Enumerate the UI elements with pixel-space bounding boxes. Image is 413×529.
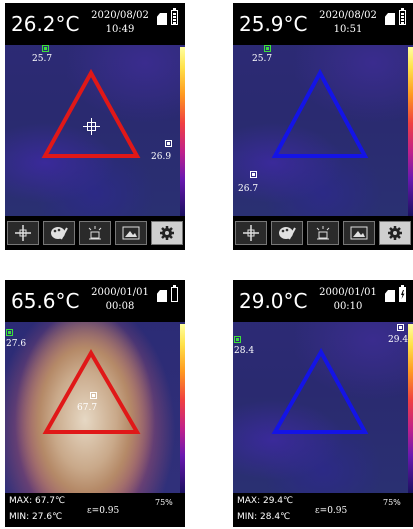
min-temperature: MIN: 28.4℃	[237, 512, 291, 522]
settings-button[interactable]	[379, 221, 411, 245]
max-marker-icon	[397, 324, 404, 331]
max-marker-label: 67.7	[77, 403, 98, 413]
settings-button[interactable]	[151, 221, 183, 245]
palette-button[interactable]	[43, 221, 75, 245]
toolbar	[233, 216, 413, 250]
sd-card-icon	[385, 290, 395, 302]
crosshair-button[interactable]	[235, 221, 267, 245]
color-scale-bar	[408, 47, 413, 216]
thermal-screen-3: 27.6 67.7 65.6°C 2000/01/01 00:08 MAX: 6…	[5, 280, 185, 527]
max-marker-label: 26.9	[151, 152, 172, 162]
thermal-screen-2: 25.7 26.7 25.9°C 2020/08/02 10:51	[233, 3, 413, 250]
min-marker-icon	[264, 45, 271, 52]
min-temperature: MIN: 27.6℃	[9, 512, 63, 522]
max-marker-icon	[165, 140, 172, 147]
time-readout: 10:49	[105, 24, 135, 35]
min-marker-label: 28.4	[234, 346, 255, 356]
status-bar: 25.9°C 2020/08/02 10:51	[233, 3, 413, 45]
brightness-icon	[316, 226, 330, 240]
max-marker-icon	[250, 171, 257, 178]
thermal-screen-4: 28.4 29.4 29.0°C 2000/01/01 00:10 MAX: 2…	[233, 280, 413, 527]
crosshair-icon	[243, 225, 259, 241]
color-scale-bar	[408, 324, 413, 493]
date-readout: 2020/08/02	[91, 10, 149, 21]
gear-icon	[160, 226, 174, 240]
brightness-button[interactable]	[79, 221, 111, 245]
gallery-button[interactable]	[115, 221, 147, 245]
brightness-button[interactable]	[307, 221, 339, 245]
brightness-icon	[88, 226, 102, 240]
status-bar: 65.6°C 2000/01/01 00:08	[5, 280, 185, 322]
max-marker-label: 29.4	[388, 335, 409, 345]
min-marker-label: 27.6	[6, 339, 27, 349]
toolbar	[5, 216, 185, 250]
measurement-triangle	[42, 348, 141, 434]
time-readout: 00:10	[333, 301, 363, 312]
date-readout: 2000/01/01	[319, 287, 377, 298]
min-marker-label: 25.7	[252, 54, 273, 64]
sd-card-icon	[157, 13, 167, 25]
time-readout: 10:51	[333, 24, 363, 35]
gear-icon	[388, 226, 402, 240]
battery-icon	[171, 8, 178, 25]
center-temperature: 65.6°C	[11, 289, 80, 313]
crosshair-button[interactable]	[7, 221, 39, 245]
battery-icon	[399, 8, 406, 25]
palette-button[interactable]	[271, 221, 303, 245]
max-temperature: MAX: 67.7℃	[9, 496, 66, 506]
min-marker-label: 25.7	[32, 54, 53, 64]
status-bar: 26.2°C 2020/08/02 10:49	[5, 3, 185, 45]
max-marker-icon	[90, 392, 97, 399]
percent-readout: 75%	[383, 498, 401, 507]
center-temperature: 25.9°C	[239, 12, 308, 36]
measurement-triangle	[271, 68, 369, 158]
time-readout: 00:08	[105, 301, 135, 312]
battery-charging-icon	[399, 285, 406, 302]
max-marker-label: 26.7	[238, 184, 259, 194]
measurement-triangle	[271, 347, 369, 434]
readout-bar: MAX: 67.7℃ MIN: 27.6℃ ε=0.95 75%	[5, 493, 185, 527]
date-readout: 2020/08/02	[319, 10, 377, 21]
battery-icon	[171, 285, 178, 302]
center-temperature: 29.0°C	[239, 289, 308, 313]
image-icon	[122, 226, 140, 240]
center-temperature: 26.2°C	[11, 12, 80, 36]
min-marker-icon	[234, 336, 241, 343]
crosshair-icon	[83, 118, 100, 135]
measurement-triangle	[41, 68, 141, 158]
thermal-screen-1: 25.7 26.9 26.2°C 2020/08/02 10:49	[5, 3, 185, 250]
sd-card-icon	[385, 13, 395, 25]
palette-icon	[51, 227, 68, 240]
status-bar: 29.0°C 2000/01/01 00:10	[233, 280, 413, 322]
emissivity-readout: ε=0.95	[87, 506, 120, 516]
image-icon	[350, 226, 368, 240]
date-readout: 2000/01/01	[91, 287, 149, 298]
sd-card-icon	[157, 290, 167, 302]
emissivity-readout: ε=0.95	[315, 506, 348, 516]
gallery-button[interactable]	[343, 221, 375, 245]
crosshair-icon	[15, 225, 31, 241]
color-scale-bar	[180, 324, 185, 493]
readout-bar: MAX: 29.4℃ MIN: 28.4℃ ε=0.95 75%	[233, 493, 413, 527]
min-marker-icon	[6, 329, 13, 336]
palette-icon	[279, 227, 296, 240]
min-marker-icon	[42, 45, 49, 52]
percent-readout: 75%	[155, 498, 173, 507]
max-temperature: MAX: 29.4℃	[237, 496, 294, 506]
color-scale-bar	[180, 47, 185, 216]
